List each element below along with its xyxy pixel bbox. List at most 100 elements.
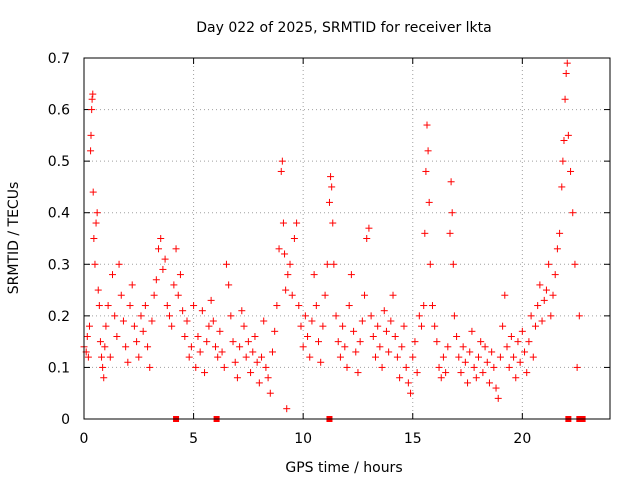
data-point <box>325 198 333 206</box>
data-point <box>479 369 487 377</box>
data-point <box>87 131 95 139</box>
data-point <box>496 353 504 361</box>
y-tick-label: 0.7 <box>48 51 70 67</box>
data-point <box>288 291 296 299</box>
data-point <box>481 343 489 351</box>
data-point <box>378 363 386 371</box>
data-point <box>264 374 272 382</box>
data-point <box>558 183 566 191</box>
plot-frame <box>83 57 611 420</box>
data-point <box>89 90 97 98</box>
data-point <box>437 374 445 382</box>
data-point <box>98 353 106 361</box>
data-point <box>130 322 138 330</box>
data-point <box>240 322 248 330</box>
data-point <box>477 338 485 346</box>
data-point <box>196 348 204 356</box>
data-point <box>92 219 100 227</box>
data-point <box>185 353 193 361</box>
data-point <box>229 338 237 346</box>
data-point <box>389 291 397 299</box>
data-point <box>220 363 228 371</box>
data-point <box>407 389 415 397</box>
data-point <box>172 245 180 253</box>
data-point <box>540 296 548 304</box>
data-point <box>561 95 569 103</box>
data-point <box>466 348 474 356</box>
data-point <box>277 167 285 175</box>
data-point <box>494 394 502 402</box>
data-point <box>461 358 469 366</box>
data-point <box>231 358 239 366</box>
data-point <box>549 291 557 299</box>
data-point <box>329 219 337 227</box>
data-point <box>85 322 93 330</box>
data-point <box>569 209 577 217</box>
data-point <box>446 229 454 237</box>
data-point <box>488 348 496 356</box>
data-point <box>512 374 520 382</box>
data-point <box>468 327 476 335</box>
data-point <box>400 322 408 330</box>
data-point <box>247 369 255 377</box>
data-point <box>424 147 432 155</box>
data-point <box>190 302 198 310</box>
data-point <box>385 348 393 356</box>
data-point <box>564 131 572 139</box>
data-point <box>363 235 371 242</box>
data-point <box>90 235 98 242</box>
data-point <box>402 363 410 371</box>
data-point <box>176 271 184 279</box>
data-point <box>117 291 125 299</box>
data-point <box>83 332 91 340</box>
data-point <box>155 245 163 253</box>
data-point <box>317 358 325 366</box>
data-point <box>332 312 340 320</box>
data-point <box>560 137 568 145</box>
data-point <box>449 260 457 268</box>
data-point <box>306 353 314 361</box>
data-point <box>91 260 99 268</box>
data-point <box>238 307 246 315</box>
data-point <box>181 332 189 340</box>
y-tick-label: 0.2 <box>48 309 70 325</box>
data-point <box>198 307 206 315</box>
data-point <box>411 338 419 346</box>
data-point <box>99 363 107 371</box>
data-point <box>124 358 132 366</box>
data-point <box>209 317 217 325</box>
data-point <box>464 379 472 387</box>
data-point <box>393 353 401 361</box>
data-point <box>523 369 531 377</box>
data-point <box>428 302 436 310</box>
data-point <box>279 219 287 227</box>
data-point <box>503 343 511 351</box>
data-point <box>163 302 171 310</box>
x-tick-label: 15 <box>404 431 422 447</box>
data-point <box>122 343 130 351</box>
data-point <box>391 332 399 340</box>
data-point <box>433 338 441 346</box>
data-point <box>141 302 149 310</box>
data-point <box>299 343 307 351</box>
data-point <box>242 353 250 361</box>
data-point <box>447 178 455 186</box>
data-point <box>455 353 463 361</box>
x-tick-label: 5 <box>189 431 198 447</box>
data-point <box>450 312 458 320</box>
data-point <box>119 317 127 325</box>
data-point <box>111 312 119 320</box>
data-point <box>413 369 421 377</box>
data-point <box>255 379 263 387</box>
data-point <box>283 405 291 413</box>
data-point <box>354 369 362 377</box>
x-tick-label: 0 <box>80 431 89 447</box>
data-point <box>183 317 191 325</box>
data-point <box>521 348 529 356</box>
data-point <box>492 384 500 392</box>
data-point <box>268 348 276 356</box>
x-tick-label: 10 <box>294 431 312 447</box>
data-point <box>310 271 318 279</box>
data-point <box>157 235 165 242</box>
